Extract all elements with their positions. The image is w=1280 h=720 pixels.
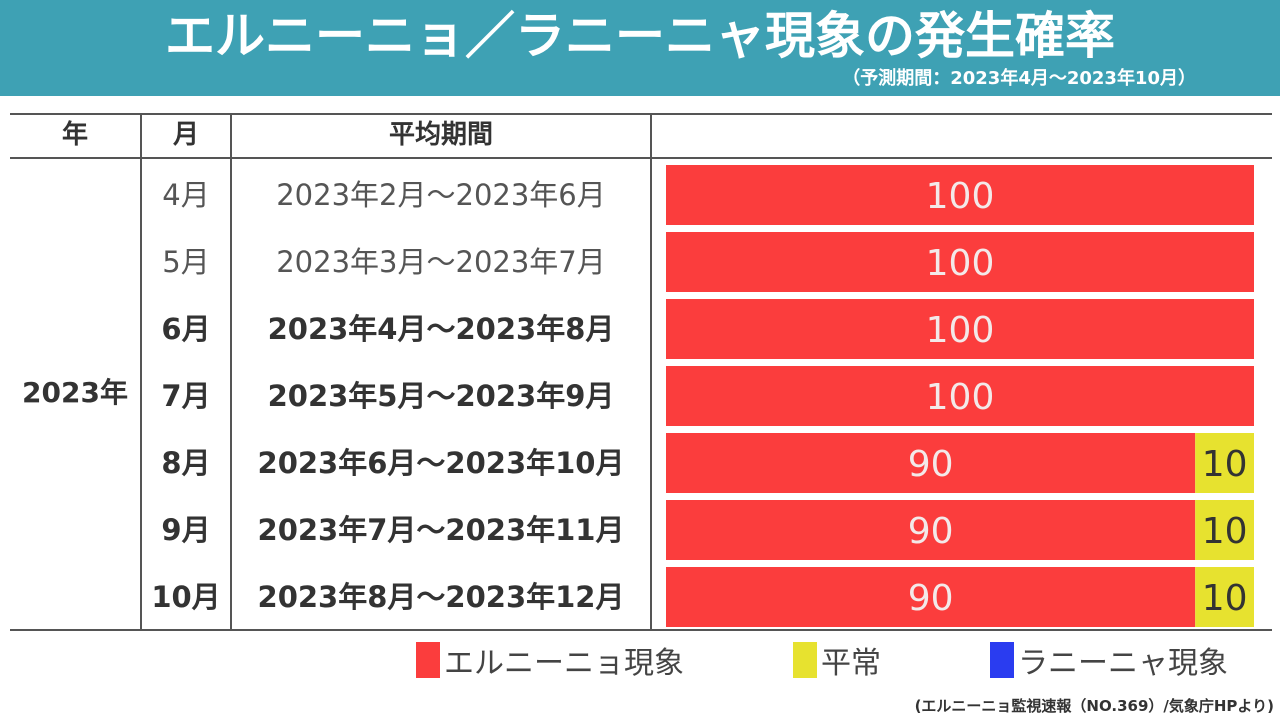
average-period-cell: 2023年2月～2023年6月 <box>276 178 606 212</box>
month-cell: 8月 <box>161 446 211 480</box>
table-header-rule <box>10 157 1272 159</box>
average-period-cell: 2023年4月～2023年8月 <box>267 312 615 346</box>
bar-value-label: 10 <box>1202 444 1248 485</box>
average-period-cell: 2023年7月～2023年11月 <box>257 513 625 547</box>
column-divider-period <box>650 113 652 631</box>
month-cell: 4月 <box>162 178 210 212</box>
legend-label: 平常 <box>821 646 881 681</box>
bar-segment-el-nino <box>666 433 1196 493</box>
legend-swatch <box>416 642 440 678</box>
bar-segment-el-nino <box>666 500 1196 560</box>
bar-segment-el-nino <box>666 299 1254 359</box>
bar-segment-el-nino <box>666 366 1254 426</box>
average-period-cell: 2023年6月～2023年10月 <box>257 446 625 480</box>
bar-value-label: 90 <box>908 578 954 619</box>
bar-value-label: 100 <box>926 310 995 351</box>
bar-segment-normal <box>1195 500 1254 560</box>
legend-swatch <box>990 642 1014 678</box>
legend-item: ラニーニャ現象 <box>990 640 1228 681</box>
bar-value-label: 100 <box>926 243 995 284</box>
month-cell: 5月 <box>162 245 210 279</box>
average-period-cell: 2023年5月～2023年9月 <box>267 379 615 413</box>
average-period-cell: 2023年3月～2023年7月 <box>276 245 606 279</box>
bar-segment-normal <box>1195 433 1254 493</box>
column-divider-month <box>230 113 232 631</box>
bar-value-label: 10 <box>1202 511 1248 552</box>
legend-item: 平常 <box>793 640 881 681</box>
bar-value-label: 100 <box>926 377 995 418</box>
month-cell: 7月 <box>161 379 211 413</box>
page-title: エルニーニョ／ラニーニャ現象の発生確率 <box>165 7 1115 65</box>
bar-value-label: 100 <box>926 176 995 217</box>
month-cell: 9月 <box>161 513 211 547</box>
bar-segment-el-nino <box>666 165 1254 225</box>
average-period-cell: 2023年8月～2023年12月 <box>257 580 625 614</box>
header-year: 年 <box>61 120 88 150</box>
bar-value-label: 90 <box>908 444 954 485</box>
source-note: (エルニーニョ監視速報（NO.369）/気象庁HPより) <box>914 697 1274 715</box>
legend-swatch <box>793 642 817 678</box>
bar-segment-el-nino <box>666 567 1196 627</box>
bar-segment-normal <box>1195 567 1254 627</box>
title-banner: エルニーニョ／ラニーニャ現象の発生確率 （予測期間：2023年4月～2023年1… <box>0 0 1280 96</box>
forecast-period-subtitle: （予測期間：2023年4月～2023年10月） <box>842 68 1196 89</box>
year-cell: 2023年 <box>22 376 128 409</box>
bar-value-label: 10 <box>1202 578 1248 619</box>
header-period: 平均期間 <box>388 120 493 150</box>
column-divider-year <box>140 113 142 631</box>
legend-item: エルニーニョ現象 <box>416 640 684 681</box>
table-bottom-rule <box>10 629 1272 631</box>
month-cell: 6月 <box>161 312 211 346</box>
legend-label: エルニーニョ現象 <box>444 646 684 681</box>
table-top-rule <box>10 113 1272 115</box>
header-month: 月 <box>172 120 199 150</box>
bar-value-label: 90 <box>908 511 954 552</box>
legend-label: ラニーニャ現象 <box>1018 646 1228 681</box>
bar-segment-el-nino <box>666 232 1254 292</box>
month-cell: 10月 <box>151 580 221 614</box>
